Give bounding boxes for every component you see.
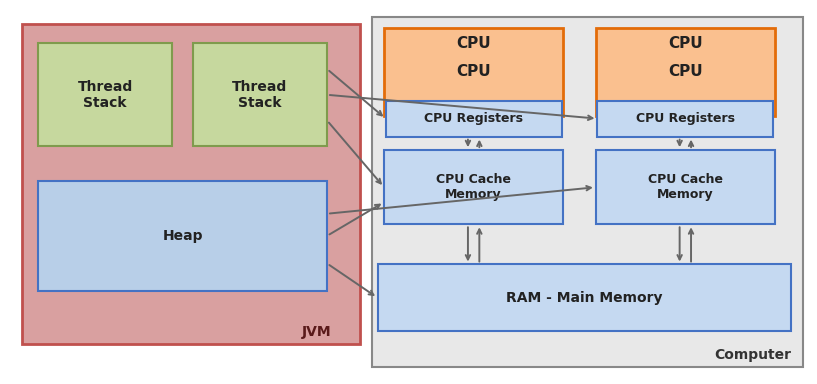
FancyBboxPatch shape: [596, 150, 775, 224]
Text: JVM: JVM: [301, 325, 331, 339]
FancyBboxPatch shape: [384, 28, 563, 116]
Text: Computer: Computer: [714, 348, 791, 362]
FancyBboxPatch shape: [386, 101, 561, 137]
Text: CPU: CPU: [668, 65, 703, 79]
FancyBboxPatch shape: [38, 43, 172, 146]
Text: CPU: CPU: [457, 65, 491, 79]
Text: CPU Cache
Memory: CPU Cache Memory: [648, 173, 723, 201]
Text: CPU Registers: CPU Registers: [424, 112, 523, 125]
Text: RAM - Main Memory: RAM - Main Memory: [506, 291, 663, 305]
Text: Heap: Heap: [163, 229, 203, 243]
FancyBboxPatch shape: [377, 265, 791, 331]
FancyBboxPatch shape: [372, 17, 803, 367]
FancyBboxPatch shape: [38, 180, 327, 291]
Text: CPU: CPU: [457, 36, 491, 51]
FancyBboxPatch shape: [597, 101, 773, 137]
FancyBboxPatch shape: [596, 28, 775, 116]
FancyBboxPatch shape: [384, 150, 563, 224]
FancyBboxPatch shape: [193, 43, 327, 146]
FancyBboxPatch shape: [22, 24, 359, 344]
Text: CPU Cache
Memory: CPU Cache Memory: [436, 173, 511, 201]
Text: CPU: CPU: [668, 36, 703, 51]
Text: Thread
Stack: Thread Stack: [78, 80, 133, 110]
Text: CPU Registers: CPU Registers: [636, 112, 734, 125]
Text: Thread
Stack: Thread Stack: [232, 80, 288, 110]
